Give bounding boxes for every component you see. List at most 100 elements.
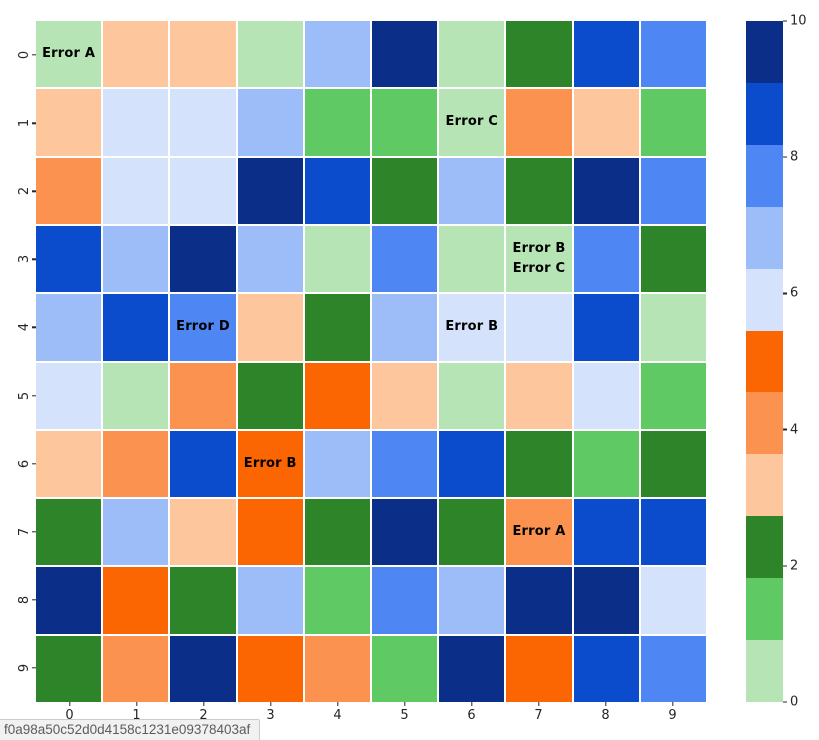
colorbar-tick: 6 [783,286,798,301]
x-tick-label: 2 [199,708,208,723]
heatmap-cell [237,499,303,566]
x-tick: 1 [103,702,170,730]
y-tick: 8 [0,566,36,634]
heatmap-cell [103,430,169,498]
cell-annotation: Error D [176,319,230,335]
x-tick-label: 4 [333,708,342,723]
cell-annotation: Error B [243,455,297,471]
y-tick-label: 0 [16,50,32,60]
heatmap-cell [237,89,303,156]
heatmap-cell [36,499,102,566]
x-tick-mark [269,702,272,706]
heatmap-cell [371,567,438,634]
y-tick-label: 5 [16,391,32,400]
heatmap-cell [304,499,370,566]
x-tick-mark [403,702,406,706]
heatmap-cell [36,294,102,361]
x-tick-mark [537,702,540,706]
heatmap-cell [439,567,505,634]
x-tick-label: 7 [534,708,543,723]
heatmap-cell [640,635,706,702]
colorbar-tick-mark [783,428,787,431]
heatmap-cell [36,362,102,429]
heatmap-cell [237,21,303,88]
heatmap-cell [371,21,438,88]
y-tick-mark [32,531,36,533]
heatmap-cell [304,294,370,361]
heatmap-cell [640,89,706,156]
y-tick-label: 9 [16,663,32,673]
heatmap-cell [640,567,706,634]
y-tick: 7 [0,498,36,566]
heatmap-cell [506,21,572,88]
heatmap-cell: Error B [439,294,505,361]
colorbar-tick-mark [783,565,787,567]
x-tick-mark [135,702,138,706]
heatmap-cell: Error A [36,21,102,88]
heatmap-cell [237,635,303,702]
y-tick: 0 [0,21,36,89]
heatmap-cell [573,294,639,361]
cell-annotation: Error C [445,114,499,130]
heatmap-cell [573,89,639,156]
y-tick-mark [32,326,36,329]
y-tick: 2 [0,157,36,225]
heatmap-cell [573,499,639,566]
heatmap-cell [640,499,706,566]
colorbar-segment [746,454,783,517]
x-tick-mark [470,702,473,706]
colorbar-tick-mark [783,156,787,158]
y-tick: 1 [0,89,36,157]
cell-annotation: Error A [512,524,566,540]
heatmap-cell: Error D [170,294,236,361]
colorbar-tick: 8 [783,150,798,165]
cell-annotation: Error B [445,319,499,335]
heatmap-cell [237,362,303,429]
y-tick-label: 3 [16,255,32,264]
x-tick: 3 [237,702,304,730]
heatmap-cell [371,294,438,361]
cell-annotation: Error B Error C [512,241,566,277]
heatmap-cell [573,430,639,498]
x-tick: 9 [639,702,706,730]
y-tick: 6 [0,430,36,498]
heatmap-cell [170,635,236,702]
heatmap-cell [170,225,236,293]
x-tick-label: 1 [132,708,141,723]
colorbar-tick-mark [783,292,787,295]
x-tick: 2 [170,702,237,730]
heatmap-cell [506,635,572,702]
x-tick: 5 [371,702,438,730]
heatmap-cell [371,499,438,566]
heatmap-cell [103,294,169,361]
colorbar-segment [746,516,783,579]
y-tick-label: 1 [16,119,32,128]
heatmap-cell [170,362,236,429]
x-tick-label: 8 [601,708,610,723]
heatmap-cell [573,567,639,634]
heatmap-cell [640,21,706,88]
y-tick-label: 8 [16,595,32,604]
colorbar-tick-mark [783,701,787,703]
heatmap-cell [640,362,706,429]
x-tick-label: 5 [400,708,409,723]
heatmap-cell [103,567,169,634]
colorbar-tick: 10 [783,14,807,29]
x-tick: 4 [304,702,371,730]
colorbar-segment [746,330,783,393]
y-tick: 4 [0,293,36,361]
heatmap-cell [573,635,639,702]
heatmap-cell [439,499,505,566]
colorbar [746,21,783,702]
heatmap-cell [103,362,169,429]
heatmap-cell [170,157,236,224]
heatmap-cell [36,567,102,634]
y-tick: 9 [0,634,36,702]
heatmap-cell [506,362,572,429]
heatmap-cell [304,567,370,634]
heatmap-cell [103,89,169,156]
heatmap-cell [439,225,505,293]
heatmap-cell [237,225,303,293]
colorbar-tick-label: 10 [790,13,807,29]
colorbar-segment [746,268,783,331]
